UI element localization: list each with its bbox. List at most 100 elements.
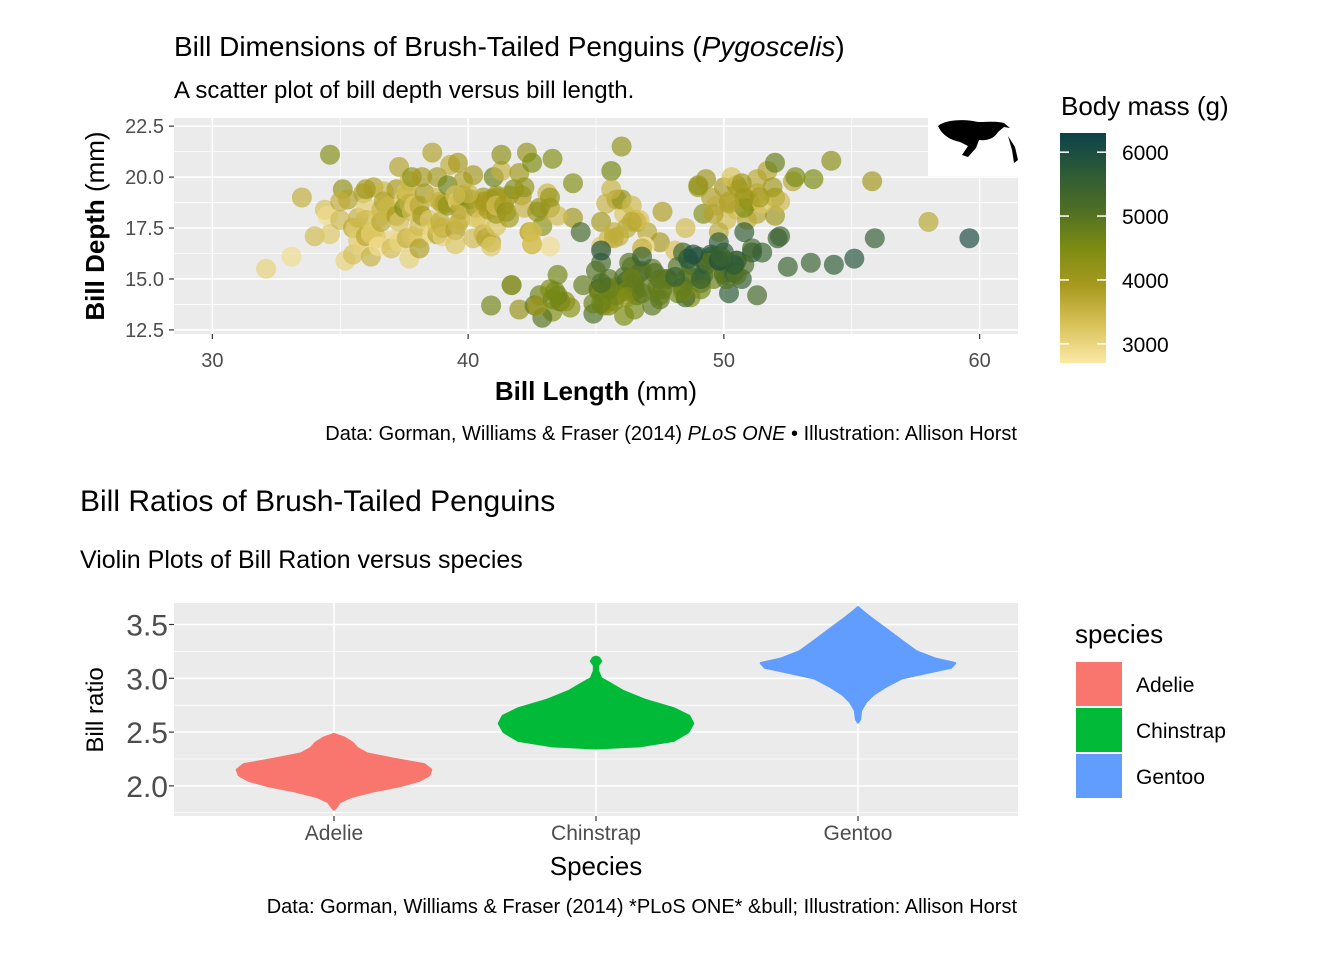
penguin-illustration xyxy=(928,118,1018,176)
y-tick-label: 20.0 xyxy=(125,167,164,189)
scatter-point xyxy=(785,167,806,188)
colorbar xyxy=(1060,133,1106,363)
scatter-point xyxy=(864,228,885,249)
scatter-point xyxy=(573,275,594,296)
legend-title-body-mass: Body mass (g) xyxy=(1061,91,1229,121)
scatter-point xyxy=(542,289,563,310)
species-legend: species Adelie Chinstrap Gentoo xyxy=(1075,619,1226,798)
scatter-point xyxy=(509,299,530,320)
scatter-point xyxy=(522,152,543,173)
scatter-point xyxy=(823,254,844,275)
scatter-point xyxy=(616,287,637,308)
scatter-point xyxy=(547,205,568,226)
scatter-point xyxy=(330,191,351,212)
scatter-caption: Data: Gorman, Williams & Fraser (2014) P… xyxy=(325,423,1017,445)
scatter-point xyxy=(563,173,583,194)
scatter-point xyxy=(591,240,612,261)
scatter-point xyxy=(304,226,325,247)
colorbar-ticks: 3000 4000 5000 6000 xyxy=(1060,142,1169,357)
scatter-point xyxy=(591,273,612,294)
colorbar-tick-label: 6000 xyxy=(1122,142,1169,165)
scatter-point xyxy=(665,266,686,287)
scatter-point xyxy=(281,246,302,267)
y-tick-label: 15.0 xyxy=(125,269,164,291)
x-tick-label: 40 xyxy=(457,350,479,372)
x-tick-label: Adelie xyxy=(305,822,363,845)
scatter-point xyxy=(652,201,673,222)
scatter-point xyxy=(762,177,783,198)
scatter-title: Bill Dimensions of Brush-Tailed Penguins… xyxy=(174,31,845,62)
scatter-point xyxy=(683,244,704,265)
scatter-point xyxy=(291,187,312,208)
scatter-point xyxy=(447,152,468,173)
scatter-point xyxy=(540,236,560,257)
scatter-point xyxy=(601,179,622,200)
violin-adelie xyxy=(235,732,433,811)
scatter-point xyxy=(412,167,433,188)
violin-title: Bill Ratios of Brush-Tailed Penguins xyxy=(80,485,555,518)
scatter-point xyxy=(256,258,277,279)
x-tick-label: 30 xyxy=(201,350,223,372)
violin-y-axis-label: Bill ratio xyxy=(82,667,109,752)
violin-gentoo xyxy=(759,606,957,724)
scatter-point xyxy=(409,238,430,259)
scatter-point xyxy=(711,246,732,267)
scatter-point xyxy=(777,256,798,277)
violin-x-axis-label: Species xyxy=(550,851,643,881)
violin-y-ticks: 2.0 2.5 3.0 3.5 xyxy=(126,610,174,804)
y-tick-label: 2.0 xyxy=(126,771,168,804)
scatter-point xyxy=(770,226,791,247)
scatter-point xyxy=(501,275,522,296)
legend-label-chinstrap: Chinstrap xyxy=(1136,720,1226,743)
scatter-point xyxy=(522,222,543,243)
scatter-point xyxy=(844,248,865,269)
scatter-point xyxy=(918,211,939,232)
scatter-point xyxy=(603,228,624,249)
scatter-point xyxy=(611,136,632,157)
legend-swatch-gentoo xyxy=(1076,754,1122,798)
legend-title-species: species xyxy=(1075,619,1163,649)
violin-chinstrap xyxy=(497,655,695,750)
scatter-point xyxy=(481,295,502,316)
scatter-point xyxy=(542,148,563,169)
scatter-point xyxy=(649,232,670,253)
scatter-point xyxy=(675,218,696,238)
violin-caption: Data: Gorman, Williams & Fraser (2014) *… xyxy=(267,896,1018,918)
body-mass-legend: Body mass (g) 3000 4000 5000 6000 xyxy=(1060,91,1229,363)
violin-chart: Bill Ratios of Brush-Tailed Penguins Vio… xyxy=(80,485,1226,918)
scatter-point xyxy=(570,222,591,243)
legend-label-adelie: Adelie xyxy=(1136,674,1194,697)
y-tick-label: 3.0 xyxy=(126,663,168,696)
scatter-point xyxy=(765,152,785,173)
scatter-x-axis-label: Bill Length (mm) xyxy=(495,376,697,406)
scatter-point xyxy=(690,269,711,289)
scatter-points xyxy=(256,136,980,328)
scatter-point xyxy=(320,144,340,165)
x-tick-label: 60 xyxy=(969,350,991,372)
scatter-point xyxy=(734,222,755,243)
scatter-point xyxy=(821,150,842,171)
scatter-point xyxy=(355,179,376,200)
species-legend-entries: Adelie Chinstrap Gentoo xyxy=(1076,662,1226,798)
scatter-point xyxy=(959,228,980,249)
scatter-point xyxy=(463,165,484,186)
legend-swatch-adelie xyxy=(1076,662,1122,706)
scatter-point xyxy=(445,234,466,255)
scatter-point xyxy=(632,283,652,304)
scatter-point xyxy=(696,169,716,190)
legend-label-gentoo: Gentoo xyxy=(1136,766,1205,789)
scatter-y-ticks: 12.5 15.0 17.5 20.0 22.5 xyxy=(125,116,174,342)
colorbar-tick-label: 3000 xyxy=(1122,334,1169,357)
scatter-point xyxy=(632,246,652,267)
y-tick-label: 17.5 xyxy=(125,218,164,240)
scatter-point xyxy=(752,242,773,263)
colorbar-tick-label: 4000 xyxy=(1122,270,1169,293)
violin-subtitle: Violin Plots of Bill Ration versus speci… xyxy=(80,546,523,574)
scatter-point xyxy=(491,144,512,165)
legend-swatch-chinstrap xyxy=(1076,708,1122,752)
scatter-point xyxy=(320,224,340,245)
scatter-point xyxy=(734,187,755,208)
colorbar-tick-label: 5000 xyxy=(1122,206,1169,229)
x-tick-label: 50 xyxy=(713,350,735,372)
